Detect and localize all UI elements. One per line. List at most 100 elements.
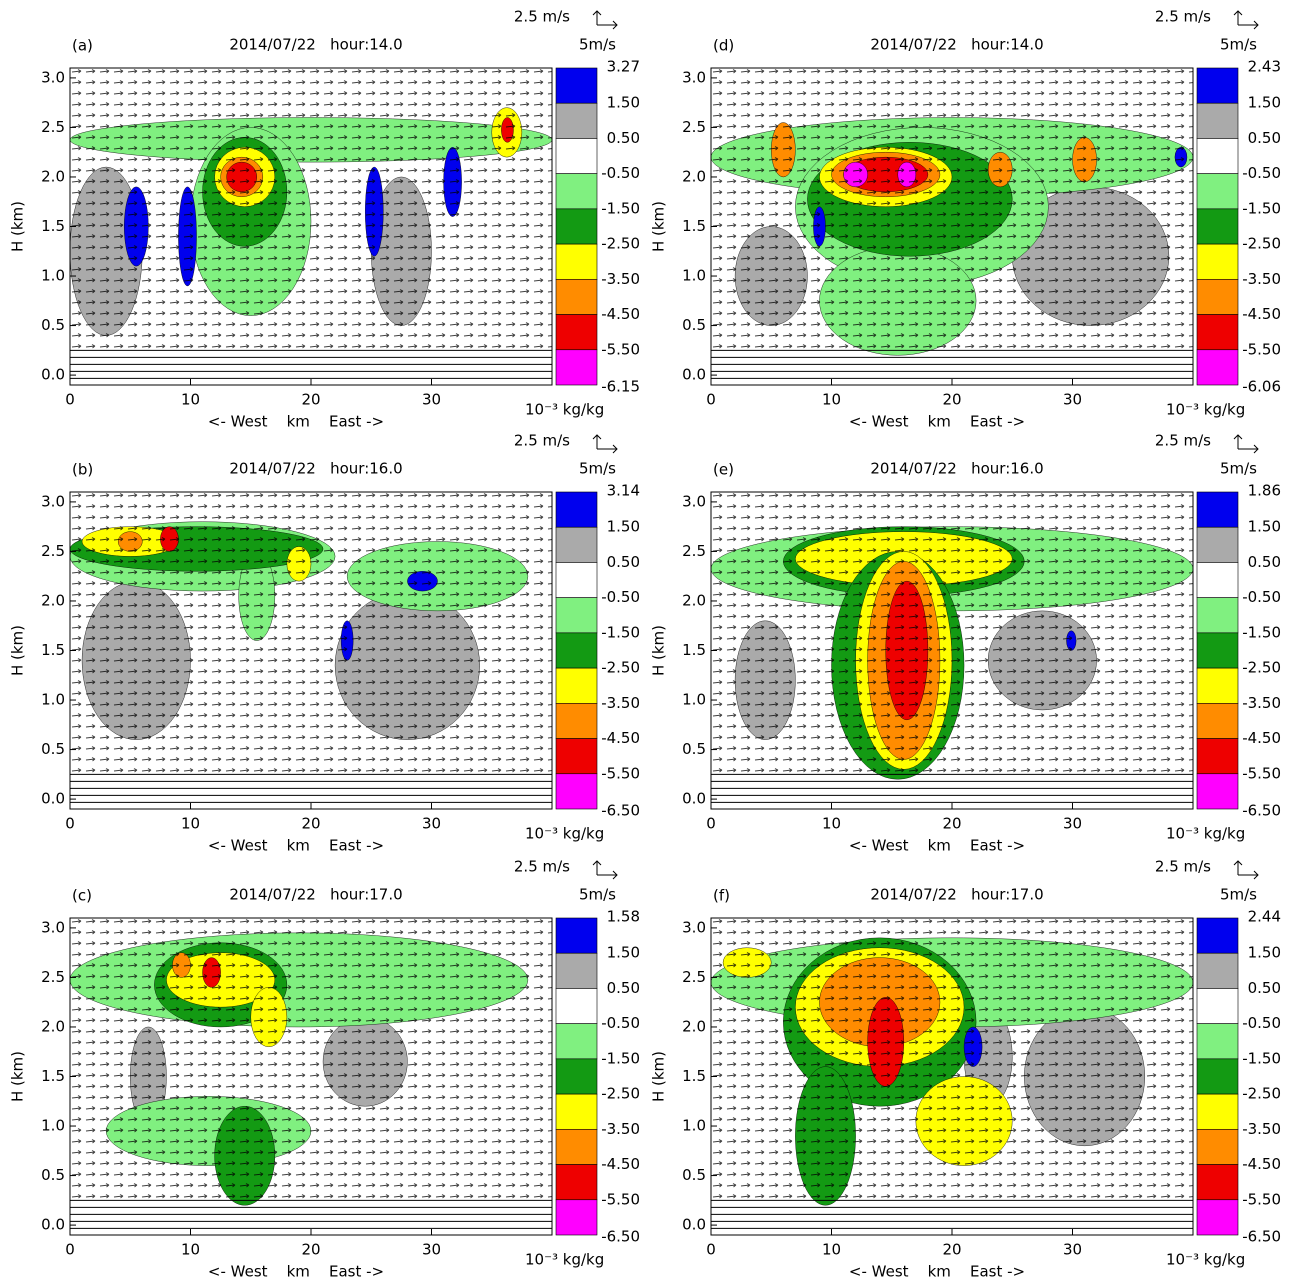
y-tick-label: 0.0: [682, 1216, 706, 1234]
wind-vectors: [711, 68, 1193, 351]
colorbar-label: 1.58: [607, 908, 640, 926]
panel-label: (d): [713, 37, 734, 55]
colorbar-box: [555, 67, 598, 104]
colorbar-box: [555, 952, 598, 989]
colorbar-label: -6.15: [601, 378, 640, 396]
y-tick-label: 0.5: [682, 740, 706, 758]
vector-key: [592, 10, 618, 30]
colorbar-box: [555, 667, 598, 704]
vector-ref: 5m/s: [579, 460, 616, 478]
y-tick-label: 0.5: [41, 1166, 65, 1184]
colorbar-label: -3.50: [601, 1120, 640, 1138]
panel: 0 10 20 30 0.0 0.5 1.0 1.5 2.0 2.5 3.0 <- West km E…: [650, 8, 1282, 431]
colorbar-unit: 10⁻³ kg/kg: [525, 825, 604, 843]
colorbar-box: [555, 1023, 598, 1060]
y-tick-label: 1.5: [41, 641, 65, 659]
colorbar-label: 1.50: [607, 944, 640, 962]
x-tick-label: 0: [65, 391, 75, 409]
y-tick-label: 0.5: [41, 740, 65, 758]
y-tick-label: 1.5: [41, 1067, 65, 1085]
colorbar-label: 0.50: [1248, 979, 1281, 997]
wind-vectors: [70, 918, 552, 1201]
colorbar-box: [555, 917, 598, 954]
y-tick-label: 3.0: [41, 918, 65, 936]
wind-vectors: [70, 492, 552, 775]
y-tick-label: 3.0: [682, 68, 706, 86]
colorbar-box: [555, 243, 598, 280]
colorbar-label: -1.50: [1242, 1049, 1281, 1067]
colorbar-label: -2.50: [1242, 1085, 1281, 1103]
x-tick-label: 0: [706, 391, 716, 409]
colorbar-box: [1196, 703, 1239, 739]
panel: 0 10 20 30 0.0 0.5 1.0 1.5 2.0 2.5 3.0 <- West km E…: [9, 8, 641, 431]
colorbar-label: -1.50: [601, 623, 640, 641]
x-axis-label: <- West km East ->: [208, 1263, 384, 1281]
colorbar-box: [1196, 562, 1239, 598]
y-axis-label: H (km): [9, 1051, 27, 1102]
vector-key: [1233, 860, 1259, 880]
vector-scale: 2.5 m/s: [1155, 858, 1211, 876]
x-tick-label: 20: [301, 1241, 320, 1259]
colorbar-box: [1196, 102, 1239, 139]
colorbar-label: -2.50: [601, 235, 640, 253]
y-axis-label: H (km): [650, 201, 668, 252]
x-tick-label: 20: [942, 815, 961, 833]
colorbar-label: -0.50: [1242, 588, 1281, 606]
panel: 0 10 20 30 0.0 0.5 1.0 1.5 2.0 2.5 3.0 <- West km E…: [650, 858, 1282, 1281]
colorbar-label: -5.50: [601, 764, 640, 782]
y-tick-label: 1.0: [682, 267, 706, 285]
colorbar-label: -0.50: [1242, 1014, 1281, 1032]
x-tick-label: 10: [181, 391, 200, 409]
panel-label: (b): [72, 461, 93, 479]
y-tick-label: 2.0: [41, 591, 65, 609]
colorbar-box: [1196, 952, 1239, 989]
x-tick-label: 30: [422, 1241, 441, 1259]
colorbar-box: [1196, 67, 1239, 104]
panel-label: (e): [713, 461, 734, 479]
colorbar-unit: 10⁻³ kg/kg: [1166, 1251, 1245, 1269]
colorbar-label: -4.50: [601, 729, 640, 747]
x-tick-label: 0: [65, 1241, 75, 1259]
y-axis-label: H (km): [650, 625, 668, 676]
y-axis-label: H (km): [9, 625, 27, 676]
x-axis-label: <- West km East ->: [849, 413, 1025, 431]
panel-title: 2014/07/22 hour:17.0: [229, 886, 402, 904]
x-tick-label: 20: [301, 815, 320, 833]
panel-label: (a): [72, 37, 93, 55]
colorbar-label: -5.50: [601, 1190, 640, 1208]
vector-scale: 2.5 m/s: [1155, 8, 1211, 26]
contour-field: [70, 918, 552, 1229]
colorbar-label: 3.14: [607, 482, 640, 500]
colorbar-label: 1.50: [1248, 94, 1281, 112]
x-axis-label: <- West km East ->: [208, 837, 384, 855]
colorbar-label: -6.50: [1242, 802, 1281, 820]
colorbar-label: -2.50: [1242, 659, 1281, 677]
panel-label: (f): [713, 887, 730, 905]
y-axis-label: H (km): [650, 1051, 668, 1102]
y-tick-label: 0.5: [682, 316, 706, 334]
y-tick-label: 2.0: [41, 1017, 65, 1035]
colorbar-box: [1196, 1058, 1239, 1095]
colorbar-label: 1.50: [1248, 518, 1281, 536]
colorbar-box: [1196, 773, 1239, 810]
colorbar-label: -3.50: [1242, 270, 1281, 288]
y-axis-label: H (km): [9, 201, 27, 252]
colorbar-label: -3.50: [1242, 694, 1281, 712]
x-tick-label: 20: [942, 391, 961, 409]
y-tick-label: 0.0: [41, 1216, 65, 1234]
colorbar-label: 1.50: [607, 518, 640, 536]
x-axis-label: <- West km East ->: [849, 1263, 1025, 1281]
wind-vectors: [711, 492, 1193, 775]
colorbar-label: -1.50: [1242, 199, 1281, 217]
vector-ref: 5m/s: [579, 886, 616, 904]
colorbar-box: [1196, 917, 1239, 954]
colorbar-label: -1.50: [1242, 623, 1281, 641]
colorbar-box: [1196, 988, 1239, 1024]
y-tick-label: 1.0: [682, 1117, 706, 1135]
colorbar-box: [1196, 208, 1239, 245]
colorbar-box: [555, 988, 598, 1024]
y-tick-label: 3.0: [41, 68, 65, 86]
vector-key: [592, 860, 618, 880]
x-tick-label: 30: [1063, 815, 1082, 833]
